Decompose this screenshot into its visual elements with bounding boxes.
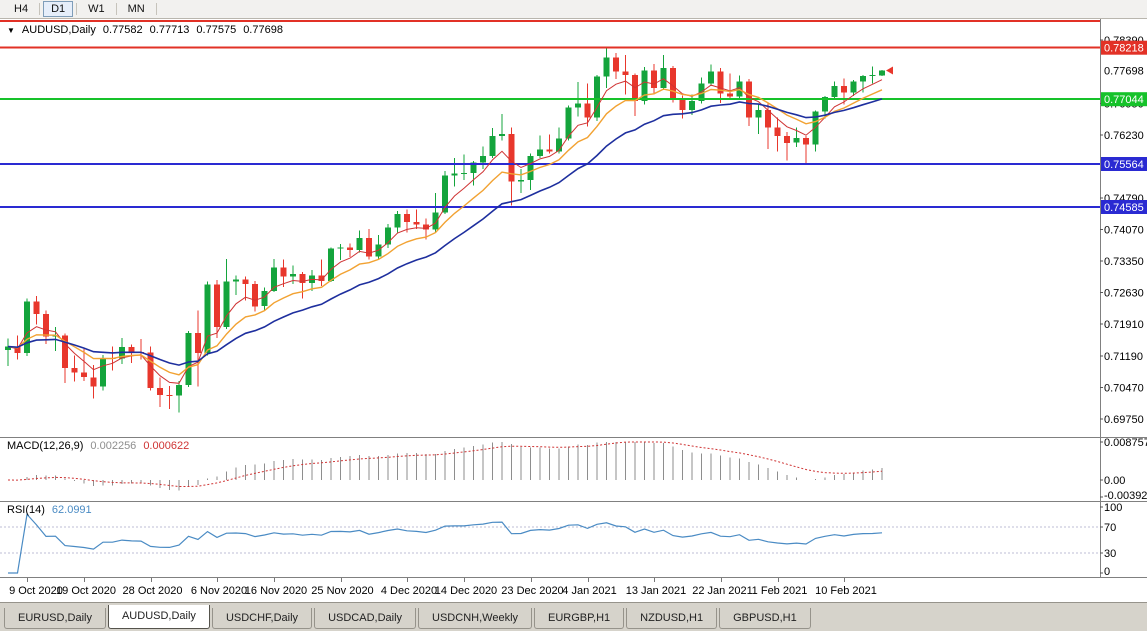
date-label: 19 Oct 2020 [56,585,116,597]
date-tick [844,578,845,582]
svg-text:-0.003924: -0.003924 [1104,490,1147,501]
svg-text:70: 70 [1104,522,1116,534]
svg-text:0.00: 0.00 [1104,475,1125,487]
date-tick [464,578,465,582]
rsi-line [8,513,883,574]
macd-signal-value: 0.000622 [143,440,190,452]
chart-tab-eurusd[interactable]: EURUSD,Daily [4,608,106,629]
toolbar-separator [155,3,157,15]
date-tick [150,578,152,582]
svg-text:0.78218: 0.78218 [1104,43,1144,55]
open-value: 0.77582 [102,24,143,36]
date-label: 1 Feb 2021 [751,585,808,597]
macd-panel[interactable]: 0.008757 0.00 -0.003924 [0,437,1147,501]
moving-average-lines [7,78,883,384]
close-value: 0.77698 [243,24,283,36]
price-chart-panel[interactable]: 0.783900.769500.762300.747900.740700.733… [0,19,1147,437]
chart-tab-usdcad[interactable]: USDCAD,Daily [314,608,417,629]
date-label: 10 Feb 2021 [815,585,877,597]
macd-label: MACD(12,26,9) 0.002256 0.000622 [7,440,189,452]
price-axis-badges: 0.78218 0.77044 0.75564 0.74585 0.77698 [1101,40,1147,214]
date-tick [217,578,218,582]
rsi-value: 62.0991 [51,504,92,516]
toolbar-separator [39,3,41,15]
svg-text:0.77044: 0.77044 [1104,94,1144,106]
svg-text:0.70470: 0.70470 [1104,382,1144,394]
date-label: 4 Jan 2021 [562,585,617,597]
svg-text:0.73350: 0.73350 [1104,256,1144,268]
toolbar-separator [76,3,78,15]
timeframe-button-h4[interactable]: H4 [14,3,29,15]
date-label: 28 Oct 2020 [122,585,183,597]
date-label: 22 Jan 2021 [692,585,753,597]
chart-ohlc-title: ▼ AUDUSD,Daily 0.77582 0.77713 0.77575 0… [7,24,283,36]
date-label: 6 Nov 2020 [190,585,248,597]
date-label: 25 Nov 2020 [311,585,374,597]
macd-name: MACD(12,26,9) [7,440,84,452]
chart-tab-usdchf[interactable]: USDCHF,Daily [211,608,313,629]
date-tick [654,578,655,582]
chart-tab-nzdusd[interactable]: NZDUSD,H1 [626,608,718,629]
svg-text:0.72630: 0.72630 [1104,288,1144,300]
timeframe-button-mn[interactable]: MN [127,3,145,15]
bid-price-label: 0.77698 [1104,66,1144,78]
svg-text:0.008757: 0.008757 [1104,437,1147,449]
svg-text:0.74585: 0.74585 [1104,202,1144,214]
svg-text:30: 30 [1104,548,1116,560]
date-label: 9 Oct 2020 [9,585,63,597]
low-value: 0.77575 [196,24,237,36]
chart-tab-audusd[interactable]: AUDUSD,Daily [107,605,210,629]
date-label: 4 Dec 2020 [380,585,438,597]
svg-text:0: 0 [1104,566,1110,578]
date-axis[interactable]: 9 Oct 2020 19 Oct 2020 28 Oct 2020 6 Nov 20… [0,578,1100,602]
date-tick [340,578,342,582]
bid-arrow-icon [886,66,893,75]
price-axis[interactable]: 0.783900.769500.762300.747900.740700.733… [1100,19,1144,437]
rsi-name: RSI(14) [7,504,45,516]
macd-main-value: 0.002256 [90,440,137,452]
date-tick [587,578,589,582]
chart-tabs-bar: EURUSD,Daily AUDUSD,Daily USDCHF,Daily USDC… [0,602,1147,631]
date-tick [530,578,532,582]
macd-signal-line [7,441,883,487]
date-label: 23 Dec 2020 [501,585,564,597]
date-tick [84,578,85,582]
macd-histogram [17,442,883,491]
rsi-label: RSI(14) 62.0991 [7,504,92,516]
svg-text:0.71910: 0.71910 [1104,319,1144,331]
svg-text:0.69750: 0.69750 [1104,414,1144,426]
date-tick [27,578,28,582]
svg-text:0.76230: 0.76230 [1104,130,1144,142]
date-tick [274,578,275,582]
timeframe-button-d1[interactable]: D1 [43,1,74,17]
date-label: 14 Dec 2020 [434,585,498,597]
date-label: 16 Nov 2020 [244,585,308,597]
timeframe-button-w1[interactable]: W1 [88,3,105,15]
chart-tab-usdcnh[interactable]: USDCNH,Weekly [418,608,533,629]
svg-text:100: 100 [1104,502,1122,514]
svg-text:0.75564: 0.75564 [1104,159,1144,171]
horizontal-level-lines[interactable] [0,19,1100,208]
chart-tab-gbpusd[interactable]: GBPUSD,H1 [719,608,811,629]
timeframe-buttons: H4 D1 W1 MN [5,1,159,17]
chart-tab-eurgbp[interactable]: EURGBP,H1 [534,608,625,629]
toolbar-separator [115,3,117,15]
date-label: 13 Jan 2021 [625,585,687,597]
date-tick [777,578,779,582]
high-value: 0.77713 [149,24,190,36]
rsi-panel[interactable]: 100 70 30 0 [0,501,1147,578]
date-tick [720,578,722,582]
date-tick [407,578,408,582]
candlestick-series [5,48,885,413]
symbol-period-label: AUDUSD,Daily [21,24,96,36]
svg-text:0.74070: 0.74070 [1104,225,1144,237]
timeframe-toolbar: H4 D1 W1 MN [0,0,1147,19]
collapse-arrow-icon[interactable]: ▼ [7,25,15,35]
svg-text:0.71190: 0.71190 [1104,351,1143,363]
